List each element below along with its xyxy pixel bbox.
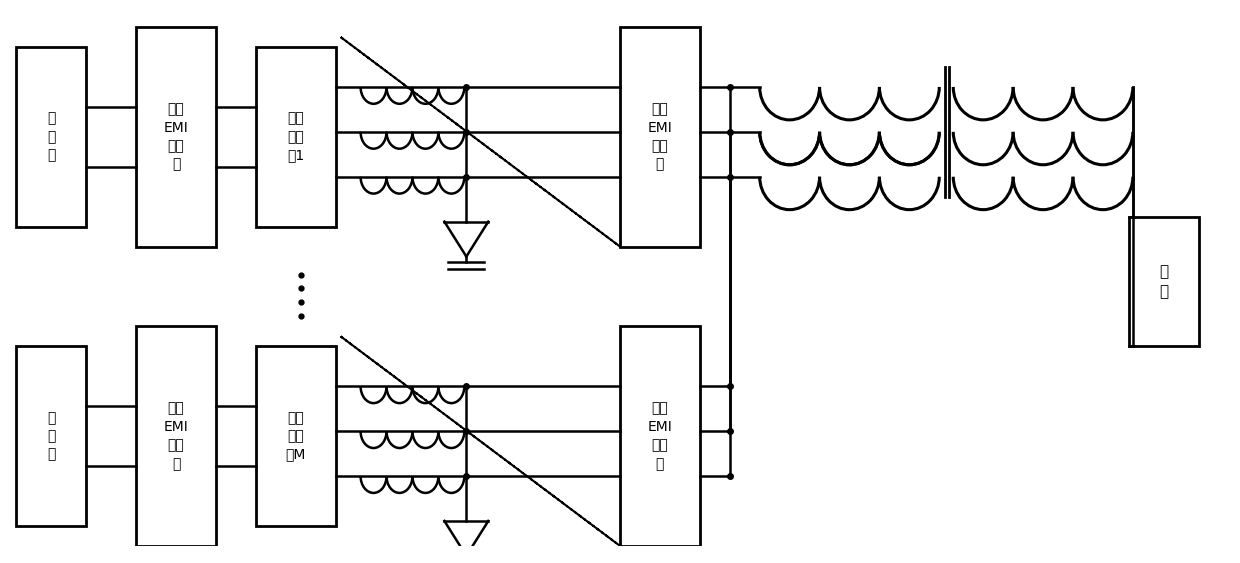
Text: 交流
EMI
滤波
器: 交流 EMI 滤波 器 <box>647 401 672 471</box>
Text: 负
载: 负 载 <box>1159 264 1168 299</box>
Text: 储能
逆变
器M: 储能 逆变 器M <box>285 411 306 462</box>
Text: 交流
EMI
滤波
器: 交流 EMI 滤波 器 <box>647 102 672 171</box>
Bar <box>620 27 699 247</box>
Bar <box>1128 217 1199 346</box>
Text: 储能
逆变
器1: 储能 逆变 器1 <box>288 111 304 162</box>
Bar <box>255 346 336 526</box>
Text: 蓄
电
池: 蓄 电 池 <box>47 411 56 462</box>
Text: 蓄
电
池: 蓄 电 池 <box>47 111 56 162</box>
Bar <box>136 327 216 546</box>
Bar <box>136 27 216 247</box>
Bar <box>16 47 87 227</box>
Bar <box>620 327 699 546</box>
Bar <box>255 47 336 227</box>
Bar <box>16 346 87 526</box>
Text: 直流
EMI
滤波
器: 直流 EMI 滤波 器 <box>164 401 188 471</box>
Text: 直流
EMI
滤波
器: 直流 EMI 滤波 器 <box>164 102 188 171</box>
